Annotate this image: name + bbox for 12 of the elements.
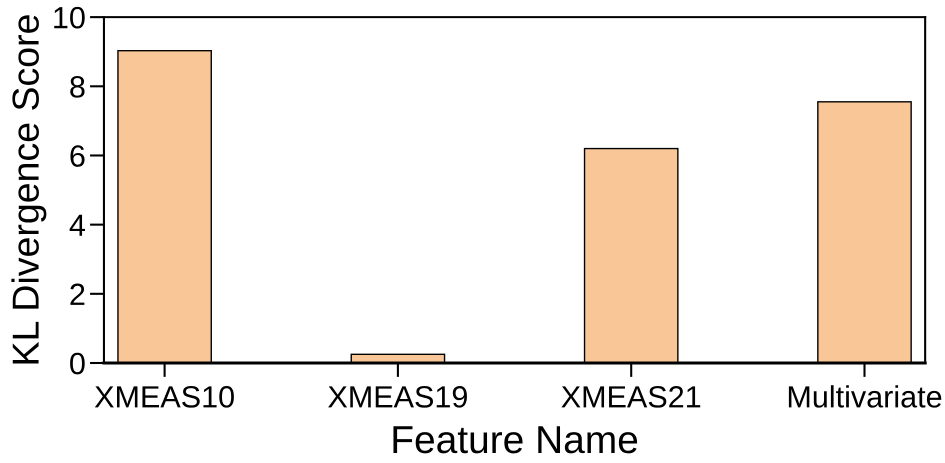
x-axis-title: Feature Name <box>393 426 638 454</box>
y-tick-label: 10 <box>54 6 85 29</box>
y-tick-label: 6 <box>70 145 85 167</box>
y-tick-label: 2 <box>70 284 84 305</box>
y-tick-label: 4 <box>70 214 85 236</box>
x-tick-label: Multivariate <box>788 385 942 408</box>
x-tick-label: XMEAS19 <box>328 386 467 408</box>
y-axis-title: KL Divergence Score <box>11 15 46 364</box>
y-tick-label: 0 <box>70 352 85 374</box>
y-tick-label: 8 <box>70 76 85 98</box>
x-tick-label: XMEAS21 <box>561 386 700 408</box>
x-tick-label: XMEAS10 <box>94 386 234 408</box>
